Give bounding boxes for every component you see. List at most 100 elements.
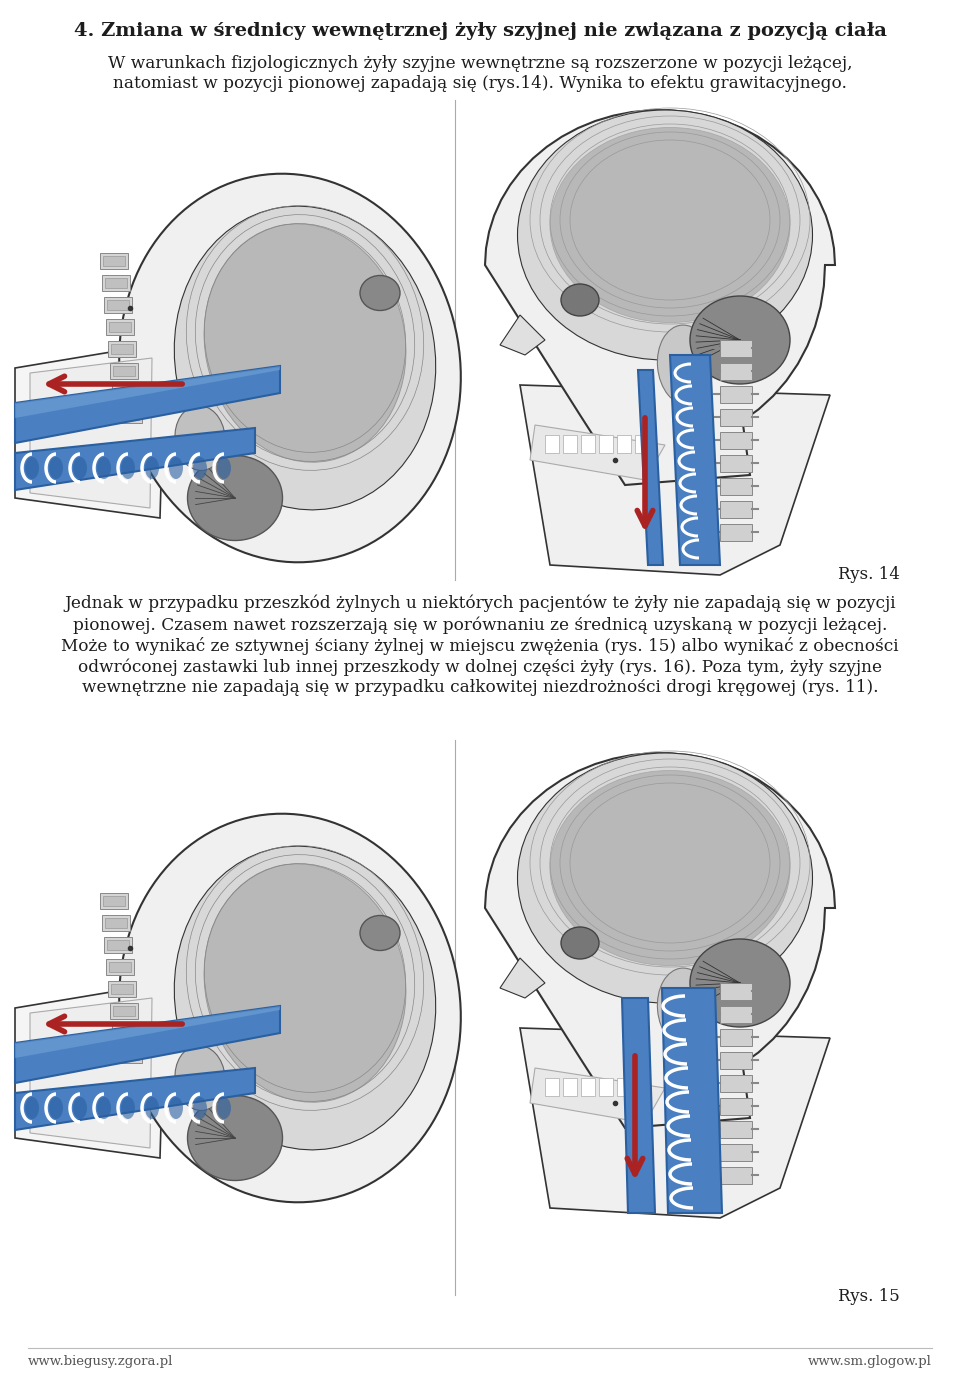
Bar (111, 343, 133, 354)
Bar (114, 1047, 142, 1063)
Polygon shape (15, 366, 280, 418)
Text: W warunkach fizjologicznych żyły szyjne wewnętrzne są rozszerzone w pozycji leżą: W warunkach fizjologicznych żyły szyjne … (108, 56, 852, 72)
Polygon shape (15, 1006, 280, 1058)
Ellipse shape (119, 174, 461, 563)
Text: Może to wynikać ze sztywnej ściany żylnej w miejscu zwężenia (rys. 15) albo wyni: Może to wynikać ze sztywnej ściany żylne… (61, 637, 899, 655)
Bar (105, 278, 127, 288)
Bar (720, 1074, 752, 1093)
Bar (581, 1079, 595, 1095)
Bar (720, 478, 752, 495)
Bar (563, 1079, 577, 1095)
Polygon shape (530, 425, 665, 480)
Ellipse shape (690, 296, 790, 384)
Ellipse shape (175, 847, 436, 1150)
Text: Jednak w przypadku przeszkód żylnych u niektórych pacjentów te żyły nie zapadają: Jednak w przypadku przeszkód żylnych u n… (64, 595, 896, 613)
Bar (108, 981, 136, 997)
Ellipse shape (658, 325, 712, 404)
Bar (113, 366, 135, 377)
Ellipse shape (97, 1097, 111, 1119)
Polygon shape (500, 316, 545, 354)
Polygon shape (530, 1068, 665, 1123)
Text: wewnętrzne nie zapadają się w przypadku całkowitej niezdrożności drogi kręgowej : wewnętrzne nie zapadają się w przypadku … (82, 678, 878, 696)
Bar (720, 455, 752, 473)
Ellipse shape (658, 967, 712, 1048)
Ellipse shape (517, 753, 812, 1004)
Polygon shape (520, 385, 830, 575)
Polygon shape (622, 998, 655, 1213)
Bar (720, 1144, 752, 1161)
Bar (545, 1079, 559, 1095)
Bar (545, 435, 559, 453)
Bar (617, 1079, 631, 1095)
Polygon shape (30, 359, 152, 507)
Ellipse shape (25, 457, 39, 480)
Bar (109, 962, 131, 972)
Ellipse shape (49, 457, 63, 480)
Bar (720, 386, 752, 403)
Text: Rys. 15: Rys. 15 (838, 1289, 900, 1305)
Ellipse shape (550, 770, 790, 966)
Bar (117, 410, 139, 420)
Bar (720, 341, 752, 357)
Text: pionowej. Czasem nawet rozszerzają się w porównaniu ze średnicą uzyskaną w pozyc: pionowej. Czasem nawet rozszerzają się w… (73, 616, 887, 634)
Ellipse shape (360, 275, 400, 310)
Bar (103, 256, 125, 265)
Text: www.sm.glogow.pl: www.sm.glogow.pl (808, 1355, 932, 1368)
Bar (109, 322, 131, 332)
Bar (720, 524, 752, 541)
Polygon shape (485, 110, 835, 485)
Bar (100, 253, 128, 270)
Bar (115, 388, 137, 398)
Bar (104, 937, 132, 954)
Bar (117, 1049, 139, 1061)
Ellipse shape (360, 916, 400, 951)
Ellipse shape (175, 406, 225, 470)
Ellipse shape (217, 457, 231, 480)
Ellipse shape (175, 206, 436, 510)
Bar (107, 300, 129, 310)
Bar (599, 435, 613, 453)
Ellipse shape (145, 1097, 159, 1119)
Ellipse shape (690, 940, 790, 1027)
Text: odwróconej zastawki lub innej przeszkody w dolnej części żyły (rys. 16). Poza ty: odwróconej zastawki lub innej przeszkody… (78, 657, 882, 676)
Bar (110, 1004, 138, 1019)
Bar (581, 435, 595, 453)
Bar (617, 435, 631, 453)
Bar (635, 1079, 649, 1095)
Bar (720, 363, 752, 379)
Ellipse shape (121, 457, 135, 480)
Bar (100, 892, 128, 909)
Ellipse shape (517, 110, 812, 360)
Ellipse shape (561, 284, 599, 316)
Bar (720, 1029, 752, 1047)
Ellipse shape (187, 1095, 282, 1180)
Bar (111, 984, 133, 994)
Bar (720, 983, 752, 999)
Bar (112, 385, 140, 400)
Ellipse shape (204, 863, 406, 1102)
Bar (115, 1029, 137, 1038)
Ellipse shape (550, 128, 790, 322)
Bar (107, 940, 129, 949)
Bar (110, 363, 138, 379)
Text: Rys. 14: Rys. 14 (838, 566, 900, 582)
Bar (112, 1024, 140, 1041)
Bar (106, 318, 134, 335)
Polygon shape (15, 1006, 280, 1083)
Bar (114, 407, 142, 423)
Text: 4. Zmiana w średnicy wewnętrznej żyły szyjnej nie związana z pozycją ciała: 4. Zmiana w średnicy wewnętrznej żyły sz… (74, 22, 886, 40)
Bar (720, 1052, 752, 1069)
Ellipse shape (175, 1045, 225, 1111)
Ellipse shape (145, 457, 159, 480)
Ellipse shape (204, 224, 406, 463)
Ellipse shape (193, 457, 207, 480)
Ellipse shape (25, 1097, 39, 1119)
Polygon shape (15, 428, 255, 491)
Ellipse shape (73, 1097, 87, 1119)
Ellipse shape (97, 457, 111, 480)
Bar (563, 435, 577, 453)
Text: www.biegusy.zgora.pl: www.biegusy.zgora.pl (28, 1355, 174, 1368)
Ellipse shape (119, 813, 461, 1202)
Ellipse shape (169, 1097, 183, 1119)
Polygon shape (520, 1029, 830, 1218)
